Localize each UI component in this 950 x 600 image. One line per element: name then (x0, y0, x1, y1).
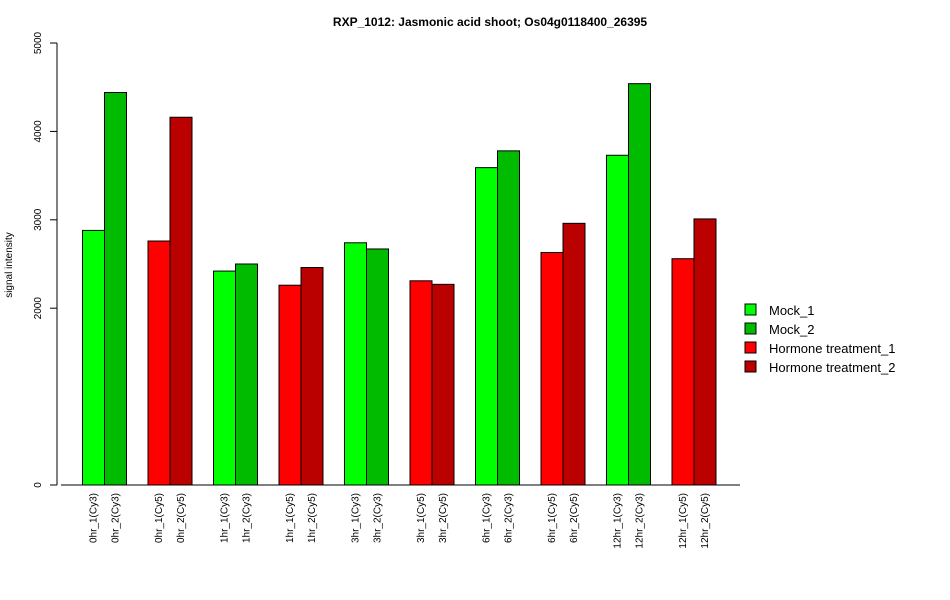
bar (693, 218, 717, 486)
bar (169, 116, 193, 486)
x-tick-label: 3hr_1(Cy3) (351, 493, 362, 543)
legend-swatch (744, 360, 757, 373)
x-tick-label: 12hr_1(Cy3) (613, 493, 624, 549)
bar (104, 92, 127, 486)
bar (366, 248, 389, 486)
x-tick-label: 6hr_1(Cy3) (482, 493, 493, 543)
legend-swatch (744, 322, 757, 335)
bar (147, 240, 171, 486)
bar (475, 167, 498, 486)
x-tick-label: 12hr_2(Cy3) (635, 493, 646, 549)
x-tick-label: 3hr_2(Cy3) (373, 493, 384, 543)
bar (82, 229, 105, 486)
y-tick-label: 4000 (33, 120, 44, 143)
bar (409, 280, 433, 486)
x-tick-label: 0hr_2(Cy3) (111, 493, 122, 543)
chart-title: RXP_1012: Jasmonic acid shoot; Os04g0118… (333, 15, 648, 29)
bar (606, 154, 629, 486)
y-tick-label: 3000 (33, 208, 44, 231)
bar (431, 283, 455, 486)
x-tick-label: 12hr_1(Cy5) (678, 493, 689, 549)
y-tick-label: 2000 (33, 297, 44, 320)
legend-swatch (744, 303, 757, 316)
x-tick-label: 1hr_1(Cy5) (285, 493, 296, 543)
bar (235, 263, 258, 486)
legend-label: Hormone treatment_2 (769, 360, 895, 375)
legend-label: Hormone treatment_1 (769, 341, 895, 356)
x-tick-label: 6hr_1(Cy5) (547, 493, 558, 543)
bar (213, 270, 236, 486)
x-tick-label: 3hr_1(Cy5) (416, 493, 427, 543)
bar (540, 252, 564, 486)
bar (344, 242, 367, 486)
bar (671, 258, 695, 486)
bar (628, 83, 651, 486)
bar (300, 267, 324, 486)
x-tick-label: 1hr_1(Cy3) (220, 493, 231, 543)
legend-swatch (744, 341, 757, 354)
bar (562, 222, 586, 486)
x-tick-label: 0hr_1(Cy5) (154, 493, 165, 543)
x-tick-label: 1hr_2(Cy5) (307, 493, 318, 543)
legend: Mock_1 Mock_2 Hormone treatment_1 Hormone t… (744, 303, 895, 375)
y-tick-label: 0 (33, 482, 44, 488)
y-tick-label: 5000 (33, 31, 44, 54)
x-tick-label: 0hr_2(Cy5) (176, 493, 187, 543)
bar (278, 284, 302, 486)
y-axis-label: signal intensity (4, 232, 15, 298)
x-tick-label: 1hr_2(Cy3) (242, 493, 253, 543)
legend-label: Mock_1 (769, 303, 815, 318)
x-tick-label: 0hr_1(Cy3) (89, 493, 100, 543)
legend-label: Mock_2 (769, 322, 815, 337)
x-tick-label: 6hr_2(Cy5) (569, 493, 580, 543)
bar (497, 150, 520, 486)
x-tick-label: 12hr_2(Cy5) (700, 493, 711, 549)
plot-area: 0 2000 3000 4000 5000 0hr_1(Cy3) 0hr_2(Cy3) 0hr… (33, 31, 740, 549)
x-tick-label: 3hr_2(Cy5) (438, 493, 449, 543)
x-tick-label: 6hr_2(Cy3) (504, 493, 515, 543)
